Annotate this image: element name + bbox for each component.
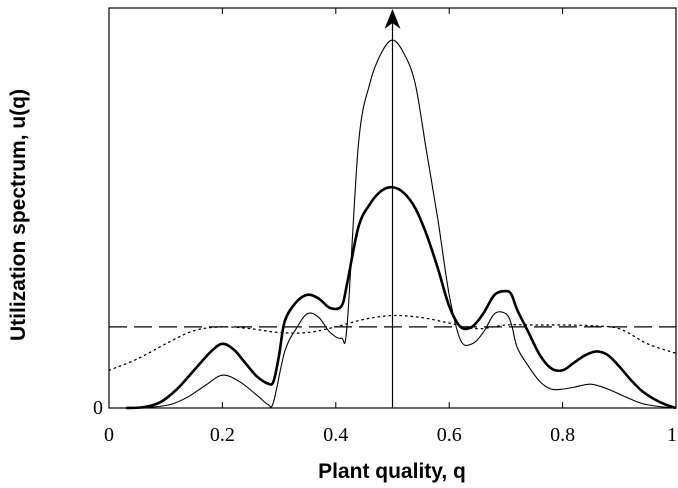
arrow-head bbox=[384, 9, 401, 29]
x-tick-label: 0.8 bbox=[550, 424, 575, 446]
series-thin-solid-line bbox=[125, 39, 677, 409]
delta-arrow bbox=[384, 9, 401, 408]
x-tick-label: 1 bbox=[667, 424, 677, 446]
tick-labels: 0 0.2 0.4 0.6 0.8 1 0 bbox=[93, 397, 677, 446]
x-tick-label: 0.2 bbox=[210, 424, 235, 446]
y-axis-label: Utilization spectrum, u(q) bbox=[7, 89, 30, 341]
x-axis-label: Plant quality, q bbox=[318, 460, 466, 483]
x-tick-label: 0.4 bbox=[323, 424, 348, 446]
y-tick-label: 0 bbox=[93, 397, 103, 419]
series-thick-solid-line bbox=[125, 185, 677, 410]
axis-ticks bbox=[108, 8, 677, 408]
x-tick-label: 0.6 bbox=[437, 424, 462, 446]
x-tick-label: 0 bbox=[104, 424, 114, 446]
